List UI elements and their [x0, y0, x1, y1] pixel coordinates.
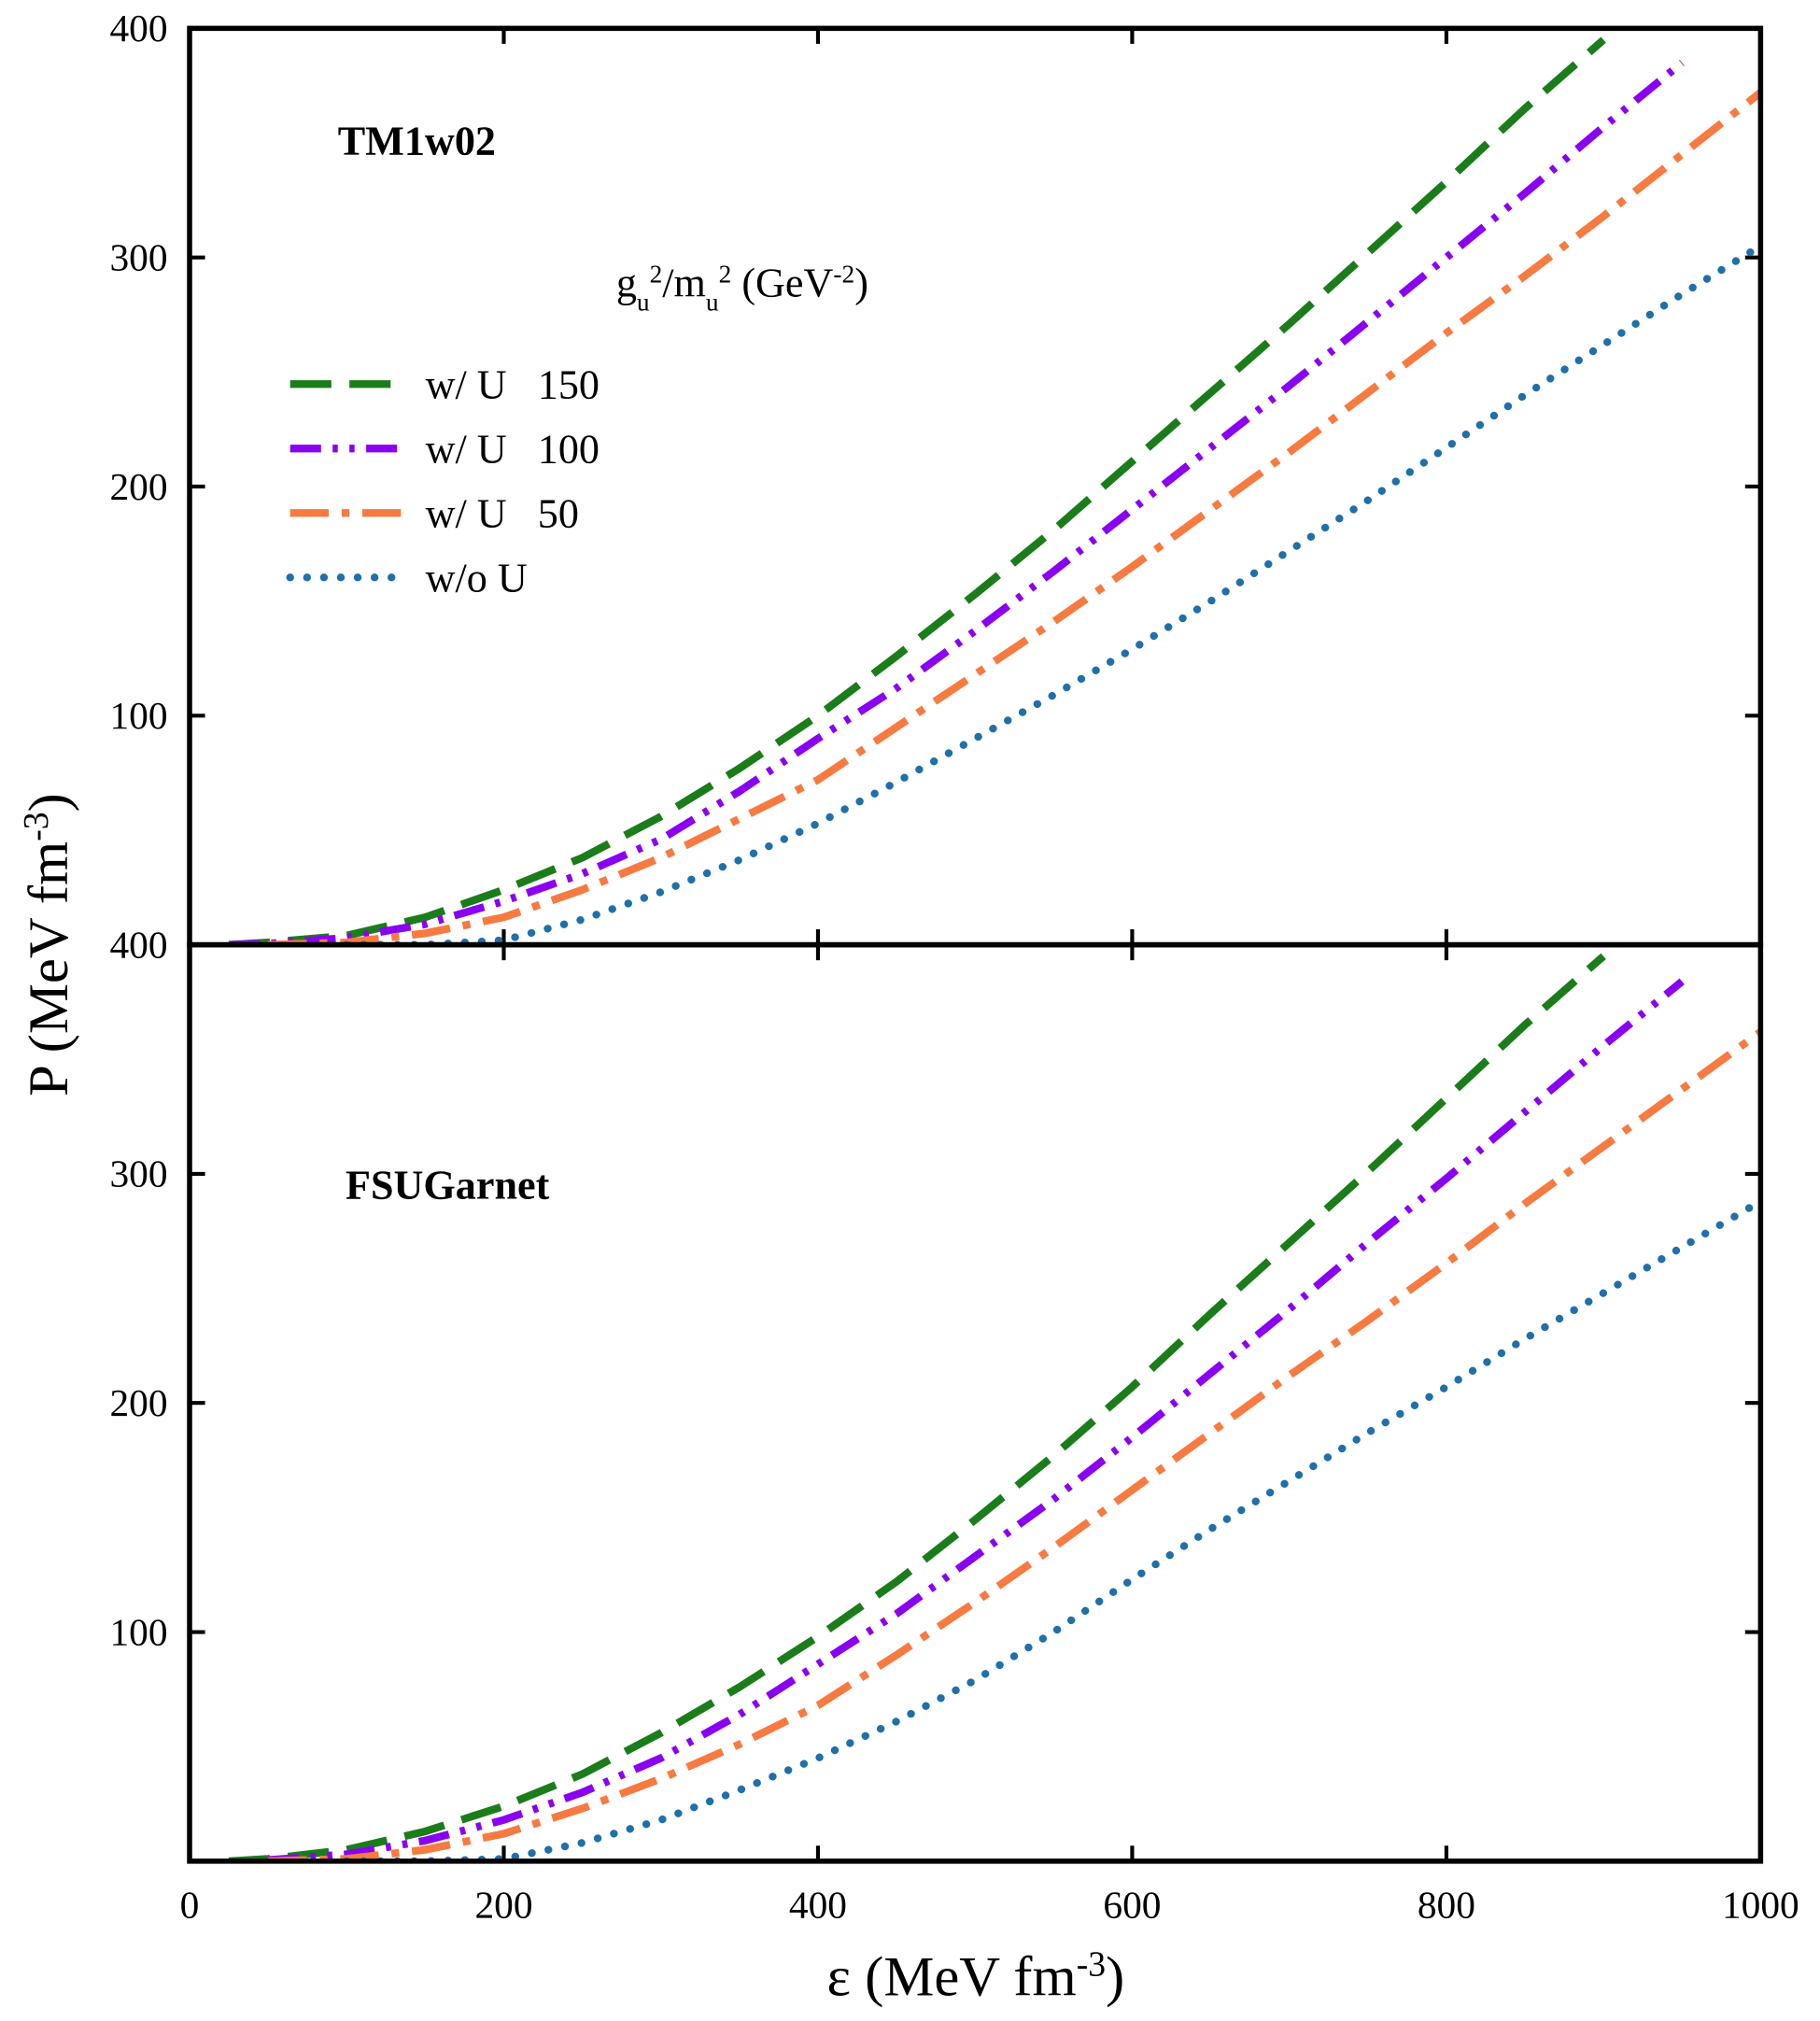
legend-title-part: (GeV [731, 260, 833, 305]
y-tick-label: 300 [109, 1152, 167, 1195]
plot-frame [187, 25, 1764, 948]
legend-label: w/ U 50 [426, 490, 579, 536]
y-axis-label-part: ) [18, 793, 80, 812]
x-tick-label: 600 [1103, 1884, 1161, 1927]
legend-title: gu2/mu2 (GeV-2) [616, 260, 868, 316]
series-line [228, 953, 1606, 1861]
series-line [228, 36, 1606, 945]
legend-label: w/ U 150 [426, 361, 600, 407]
y-axis-label: P (MeV fm-3) [17, 793, 80, 1096]
legend-title-part: -2 [833, 260, 854, 288]
y-axis-label-part: P (MeV fm [18, 841, 80, 1096]
y-axis-label-part: -3 [17, 812, 56, 841]
plot-frame [187, 941, 1764, 1864]
x-axis-label-part: ε (MeV fm [826, 1945, 1076, 2008]
x-tick-label: 1000 [1722, 1884, 1799, 1927]
y-tick-label: 300 [109, 235, 167, 278]
y-tick-label: 100 [109, 1610, 167, 1653]
x-tick-label: 0 [180, 1884, 200, 1927]
legend-title-part: 2 [650, 260, 663, 288]
y-tick-label: 400 [109, 923, 167, 966]
legend-title-part: u [706, 288, 719, 316]
y-tick-label: 400 [109, 7, 167, 49]
legend-label: w/o U [426, 555, 528, 601]
x-axis-label-part: ) [1106, 1945, 1124, 2008]
legend-title-part: 2 [719, 260, 732, 288]
legend-title-part: u [637, 288, 650, 316]
series-line [343, 1197, 1761, 1861]
panel-title: FSUGarnet [346, 1162, 550, 1208]
series-line [268, 89, 1761, 945]
x-axis-label: ε (MeV fm-3) [826, 1944, 1124, 2008]
legend-title-part: g [616, 260, 637, 305]
series-line [268, 1028, 1761, 1861]
x-tick-label: 800 [1418, 1884, 1475, 1927]
x-tick-label: 400 [789, 1884, 847, 1927]
series-line [228, 59, 1685, 945]
series-line [343, 242, 1761, 945]
x-axis-label-part: -3 [1077, 1944, 1106, 1984]
y-tick-label: 200 [109, 1381, 167, 1424]
x-tick-label: 200 [474, 1884, 532, 1927]
legend-label: w/ U 100 [426, 426, 600, 472]
series-line [267, 978, 1685, 1861]
y-tick-label: 100 [109, 694, 167, 737]
panel-title: TM1w02 [338, 119, 496, 164]
legend-title-part: /m [662, 260, 706, 305]
legend-title-part: ) [854, 260, 868, 305]
y-tick-label: 200 [109, 465, 167, 508]
